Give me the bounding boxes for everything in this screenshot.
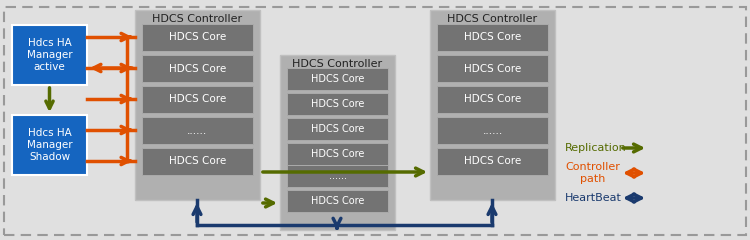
Bar <box>287 118 388 140</box>
Bar <box>437 86 548 113</box>
Bar <box>142 117 253 144</box>
Text: HDCS Core: HDCS Core <box>310 99 364 109</box>
Bar <box>437 55 548 82</box>
Text: HDCS Core: HDCS Core <box>310 74 364 84</box>
Text: HDCS Core: HDCS Core <box>464 64 521 73</box>
Text: HeartBeat: HeartBeat <box>565 193 622 203</box>
Text: HDCS Core: HDCS Core <box>310 149 364 159</box>
Text: Replication: Replication <box>565 143 627 153</box>
Bar <box>430 10 555 200</box>
Text: Controller
path: Controller path <box>565 162 620 184</box>
Text: HDCS Controller: HDCS Controller <box>292 59 382 69</box>
Bar <box>12 25 87 85</box>
Text: ......: ...... <box>328 171 346 181</box>
Text: HDCS Controller: HDCS Controller <box>152 14 242 24</box>
Bar <box>280 55 395 230</box>
Text: HDCS Core: HDCS Core <box>169 156 226 167</box>
Bar <box>142 55 253 82</box>
Bar <box>437 148 548 175</box>
Bar <box>135 10 260 200</box>
Text: HDCS Core: HDCS Core <box>464 95 521 104</box>
Text: HDCS Core: HDCS Core <box>464 156 521 167</box>
Bar <box>437 117 548 144</box>
Bar <box>142 24 253 51</box>
Text: HDCS Core: HDCS Core <box>169 32 226 42</box>
Bar <box>287 143 388 165</box>
Bar <box>287 68 388 90</box>
Text: HDCS Core: HDCS Core <box>310 196 364 206</box>
Bar <box>142 148 253 175</box>
Bar <box>287 165 388 187</box>
Bar <box>287 190 388 212</box>
Text: HDCS Core: HDCS Core <box>169 64 226 73</box>
Text: ......: ...... <box>188 126 208 136</box>
Text: HDCS Core: HDCS Core <box>464 32 521 42</box>
Text: Hdcs HA
Manager
Shadow: Hdcs HA Manager Shadow <box>27 128 72 162</box>
Bar <box>142 86 253 113</box>
Text: HDCS Core: HDCS Core <box>169 95 226 104</box>
Text: HDCS Controller: HDCS Controller <box>448 14 538 24</box>
Text: HDCS Core: HDCS Core <box>310 124 364 134</box>
Text: ......: ...... <box>482 126 502 136</box>
Bar <box>287 93 388 115</box>
Text: Hdcs HA
Manager
active: Hdcs HA Manager active <box>27 38 72 72</box>
Bar <box>437 24 548 51</box>
Bar <box>12 115 87 175</box>
